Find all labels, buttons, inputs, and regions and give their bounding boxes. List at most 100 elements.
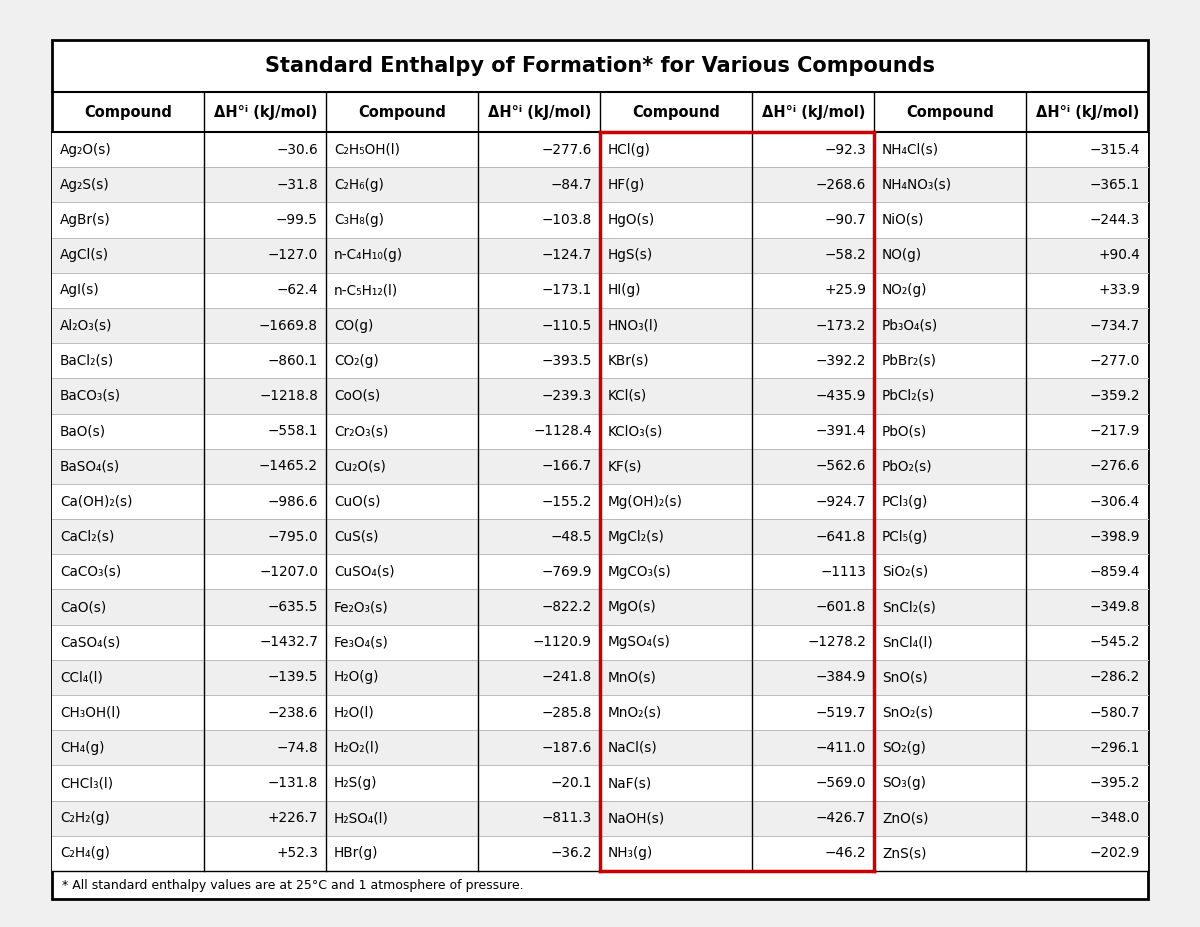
Text: −392.2: −392.2 — [816, 354, 866, 368]
Text: BaSO₄(s): BaSO₄(s) — [60, 459, 120, 474]
Bar — [52, 625, 1148, 660]
Bar — [52, 660, 1148, 695]
Text: −1207.0: −1207.0 — [259, 565, 318, 578]
Text: BaCO₃(s): BaCO₃(s) — [60, 389, 121, 403]
Text: Fe₃O₄(s): Fe₃O₄(s) — [334, 635, 389, 649]
Text: MgSO₄(s): MgSO₄(s) — [608, 635, 671, 649]
Text: −90.7: −90.7 — [824, 213, 866, 227]
Text: −84.7: −84.7 — [551, 178, 592, 192]
Text: MgCO₃(s): MgCO₃(s) — [608, 565, 672, 578]
Text: −811.3: −811.3 — [541, 811, 592, 825]
Text: −635.5: −635.5 — [268, 600, 318, 614]
Bar — [52, 378, 1148, 413]
Bar — [52, 730, 1148, 766]
Text: ΔH°ⁱ (kJ/mol): ΔH°ⁱ (kJ/mol) — [214, 105, 317, 120]
Text: BaO(s): BaO(s) — [60, 425, 106, 438]
Text: HBr(g): HBr(g) — [334, 846, 378, 860]
Text: ZnS(s): ZnS(s) — [882, 846, 926, 860]
Text: n-C₅H₁₂(l): n-C₅H₁₂(l) — [334, 284, 398, 298]
Text: SnCl₂(s): SnCl₂(s) — [882, 600, 936, 614]
Text: −1218.8: −1218.8 — [259, 389, 318, 403]
Text: Cr₂O₃(s): Cr₂O₃(s) — [334, 425, 389, 438]
Text: −92.3: −92.3 — [824, 143, 866, 157]
Text: SnCl₄(l): SnCl₄(l) — [882, 635, 932, 649]
Text: ΔH°ⁱ (kJ/mol): ΔH°ⁱ (kJ/mol) — [762, 105, 865, 120]
Text: −359.2: −359.2 — [1090, 389, 1140, 403]
Text: −1128.4: −1128.4 — [533, 425, 592, 438]
Text: HCl(g): HCl(g) — [608, 143, 650, 157]
Text: −74.8: −74.8 — [276, 741, 318, 755]
Text: KF(s): KF(s) — [608, 459, 642, 474]
Bar — [52, 202, 1148, 237]
Text: −1113: −1113 — [820, 565, 866, 578]
Bar — [52, 554, 1148, 590]
Text: −103.8: −103.8 — [541, 213, 592, 227]
Text: H₂SO₄(l): H₂SO₄(l) — [334, 811, 389, 825]
Text: −62.4: −62.4 — [276, 284, 318, 298]
Text: CO(g): CO(g) — [334, 319, 373, 333]
Text: −734.7: −734.7 — [1090, 319, 1140, 333]
Text: −31.8: −31.8 — [276, 178, 318, 192]
Text: NO(g): NO(g) — [882, 248, 922, 262]
Text: −155.2: −155.2 — [541, 494, 592, 509]
Text: CH₃OH(l): CH₃OH(l) — [60, 705, 121, 719]
Text: −239.3: −239.3 — [541, 389, 592, 403]
Text: Mg(OH)₂(s): Mg(OH)₂(s) — [608, 494, 683, 509]
Text: +33.9: +33.9 — [1098, 284, 1140, 298]
Text: n-C₄H₁₀(g): n-C₄H₁₀(g) — [334, 248, 403, 262]
Text: −349.8: −349.8 — [1090, 600, 1140, 614]
Text: NiO(s): NiO(s) — [882, 213, 924, 227]
Bar — [52, 167, 1148, 202]
Text: Al₂O₃(s): Al₂O₃(s) — [60, 319, 113, 333]
Text: −244.3: −244.3 — [1090, 213, 1140, 227]
Bar — [52, 308, 1148, 343]
Text: HgS(s): HgS(s) — [608, 248, 653, 262]
Text: AgI(s): AgI(s) — [60, 284, 100, 298]
Text: MnO₂(s): MnO₂(s) — [608, 705, 662, 719]
Text: NaF(s): NaF(s) — [608, 776, 653, 790]
Text: Compound: Compound — [632, 105, 720, 120]
Text: CCl₄(l): CCl₄(l) — [60, 670, 103, 684]
Text: −268.6: −268.6 — [816, 178, 866, 192]
Text: NH₄NO₃(s): NH₄NO₃(s) — [882, 178, 952, 192]
Text: Fe₂O₃(s): Fe₂O₃(s) — [334, 600, 389, 614]
Text: −315.4: −315.4 — [1090, 143, 1140, 157]
Text: MnO(s): MnO(s) — [608, 670, 656, 684]
Text: −411.0: −411.0 — [816, 741, 866, 755]
Text: CH₄(g): CH₄(g) — [60, 741, 104, 755]
Text: BaCl₂(s): BaCl₂(s) — [60, 354, 114, 368]
Text: −238.6: −238.6 — [268, 705, 318, 719]
Text: HgO(s): HgO(s) — [608, 213, 655, 227]
Text: −131.8: −131.8 — [268, 776, 318, 790]
Text: −296.1: −296.1 — [1090, 741, 1140, 755]
Text: CaCO₃(s): CaCO₃(s) — [60, 565, 121, 578]
Text: AgCl(s): AgCl(s) — [60, 248, 109, 262]
Text: −99.5: −99.5 — [276, 213, 318, 227]
Text: −173.2: −173.2 — [816, 319, 866, 333]
Text: CoO(s): CoO(s) — [334, 389, 380, 403]
Text: NH₄Cl(s): NH₄Cl(s) — [882, 143, 940, 157]
Text: PbCl₂(s): PbCl₂(s) — [882, 389, 935, 403]
Text: CHCl₃(l): CHCl₃(l) — [60, 776, 113, 790]
Bar — [52, 766, 1148, 801]
Text: NaCl(s): NaCl(s) — [608, 741, 658, 755]
Text: −986.6: −986.6 — [268, 494, 318, 509]
Text: −58.2: −58.2 — [824, 248, 866, 262]
Text: −860.1: −860.1 — [268, 354, 318, 368]
Text: −859.4: −859.4 — [1090, 565, 1140, 578]
Text: PbO₂(s): PbO₂(s) — [882, 459, 932, 474]
Text: H₂O(g): H₂O(g) — [334, 670, 379, 684]
Text: −426.7: −426.7 — [816, 811, 866, 825]
Text: Compound: Compound — [906, 105, 994, 120]
Text: ZnO(s): ZnO(s) — [882, 811, 929, 825]
Text: −110.5: −110.5 — [541, 319, 592, 333]
Text: −822.2: −822.2 — [541, 600, 592, 614]
Text: CuS(s): CuS(s) — [334, 529, 378, 544]
Text: +52.3: +52.3 — [276, 846, 318, 860]
Text: Standard Enthalpy of Formation* for Various Compounds: Standard Enthalpy of Formation* for Vari… — [265, 56, 935, 76]
Text: SiO₂(s): SiO₂(s) — [882, 565, 929, 578]
Text: PCl₅(g): PCl₅(g) — [882, 529, 929, 544]
Text: CaO(s): CaO(s) — [60, 600, 107, 614]
Text: PCl₃(g): PCl₃(g) — [882, 494, 929, 509]
Text: MgCl₂(s): MgCl₂(s) — [608, 529, 665, 544]
